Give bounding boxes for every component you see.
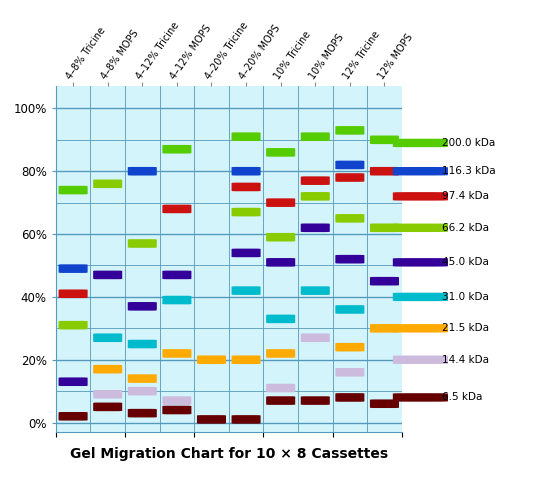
Bar — [125, 86, 160, 432]
FancyBboxPatch shape — [59, 321, 88, 329]
FancyBboxPatch shape — [266, 198, 295, 207]
FancyBboxPatch shape — [370, 167, 399, 176]
FancyBboxPatch shape — [301, 396, 330, 405]
FancyBboxPatch shape — [59, 264, 88, 273]
FancyBboxPatch shape — [335, 214, 364, 223]
FancyBboxPatch shape — [128, 239, 157, 248]
FancyBboxPatch shape — [197, 415, 226, 424]
FancyBboxPatch shape — [301, 334, 330, 342]
Text: 14.4 kDa: 14.4 kDa — [442, 355, 489, 365]
FancyBboxPatch shape — [232, 167, 261, 176]
FancyBboxPatch shape — [93, 271, 122, 279]
FancyBboxPatch shape — [128, 302, 157, 311]
Bar — [90, 86, 125, 432]
FancyBboxPatch shape — [393, 393, 448, 402]
FancyBboxPatch shape — [393, 224, 448, 232]
FancyBboxPatch shape — [393, 139, 448, 147]
FancyBboxPatch shape — [93, 365, 122, 373]
FancyBboxPatch shape — [93, 334, 122, 342]
Text: 21.5 kDa: 21.5 kDa — [442, 324, 489, 333]
FancyBboxPatch shape — [301, 132, 330, 141]
FancyBboxPatch shape — [335, 343, 364, 351]
FancyBboxPatch shape — [232, 208, 261, 216]
FancyBboxPatch shape — [162, 406, 191, 414]
FancyBboxPatch shape — [162, 296, 191, 304]
FancyBboxPatch shape — [266, 233, 295, 241]
FancyBboxPatch shape — [232, 415, 261, 424]
FancyBboxPatch shape — [162, 396, 191, 405]
FancyBboxPatch shape — [266, 396, 295, 405]
Text: 66.2 kDa: 66.2 kDa — [442, 223, 489, 233]
FancyBboxPatch shape — [266, 349, 295, 358]
FancyBboxPatch shape — [335, 126, 364, 135]
FancyBboxPatch shape — [162, 271, 191, 279]
FancyBboxPatch shape — [301, 192, 330, 201]
FancyBboxPatch shape — [128, 374, 157, 383]
FancyBboxPatch shape — [301, 176, 330, 185]
FancyBboxPatch shape — [128, 340, 157, 348]
Text: 116.3 kDa: 116.3 kDa — [442, 166, 496, 176]
FancyBboxPatch shape — [393, 293, 448, 301]
FancyBboxPatch shape — [370, 277, 399, 286]
Text: 45.0 kDa: 45.0 kDa — [442, 257, 489, 267]
FancyBboxPatch shape — [162, 145, 191, 154]
FancyBboxPatch shape — [393, 167, 448, 176]
Bar — [229, 86, 263, 432]
FancyBboxPatch shape — [370, 399, 399, 408]
FancyBboxPatch shape — [59, 377, 88, 386]
FancyBboxPatch shape — [393, 192, 448, 201]
FancyBboxPatch shape — [232, 132, 261, 141]
FancyBboxPatch shape — [232, 249, 261, 257]
FancyBboxPatch shape — [93, 390, 122, 398]
X-axis label: Gel Migration Chart for 10 × 8 Cassettes: Gel Migration Chart for 10 × 8 Cassettes — [70, 446, 388, 461]
Text: 6.5 kDa: 6.5 kDa — [442, 393, 483, 402]
FancyBboxPatch shape — [232, 182, 261, 191]
FancyBboxPatch shape — [266, 148, 295, 156]
FancyBboxPatch shape — [335, 305, 364, 314]
FancyBboxPatch shape — [266, 314, 295, 323]
FancyBboxPatch shape — [93, 180, 122, 188]
Text: 31.0 kDa: 31.0 kDa — [442, 292, 489, 302]
FancyBboxPatch shape — [232, 286, 261, 295]
FancyBboxPatch shape — [232, 355, 261, 364]
FancyBboxPatch shape — [266, 384, 295, 392]
FancyBboxPatch shape — [162, 349, 191, 358]
FancyBboxPatch shape — [162, 204, 191, 213]
FancyBboxPatch shape — [128, 167, 157, 176]
FancyBboxPatch shape — [93, 403, 122, 411]
FancyBboxPatch shape — [59, 186, 88, 194]
Bar — [298, 86, 333, 432]
FancyBboxPatch shape — [301, 224, 330, 232]
FancyBboxPatch shape — [393, 258, 448, 266]
FancyBboxPatch shape — [370, 135, 399, 144]
FancyBboxPatch shape — [128, 409, 157, 418]
FancyBboxPatch shape — [335, 173, 364, 182]
FancyBboxPatch shape — [335, 161, 364, 169]
Text: 200.0 kDa: 200.0 kDa — [442, 138, 496, 148]
FancyBboxPatch shape — [335, 255, 364, 264]
FancyBboxPatch shape — [128, 387, 157, 396]
FancyBboxPatch shape — [370, 224, 399, 232]
FancyBboxPatch shape — [393, 324, 448, 333]
Bar — [56, 86, 90, 432]
Bar — [194, 86, 229, 432]
Text: 97.4 kDa: 97.4 kDa — [442, 192, 489, 202]
FancyBboxPatch shape — [197, 355, 226, 364]
Bar — [367, 86, 402, 432]
FancyBboxPatch shape — [370, 324, 399, 333]
Bar — [333, 86, 367, 432]
FancyBboxPatch shape — [59, 289, 88, 298]
FancyBboxPatch shape — [266, 258, 295, 267]
Bar — [263, 86, 298, 432]
FancyBboxPatch shape — [393, 356, 448, 364]
Bar — [160, 86, 194, 432]
FancyBboxPatch shape — [335, 368, 364, 377]
FancyBboxPatch shape — [335, 393, 364, 402]
FancyBboxPatch shape — [59, 412, 88, 420]
FancyBboxPatch shape — [301, 286, 330, 295]
